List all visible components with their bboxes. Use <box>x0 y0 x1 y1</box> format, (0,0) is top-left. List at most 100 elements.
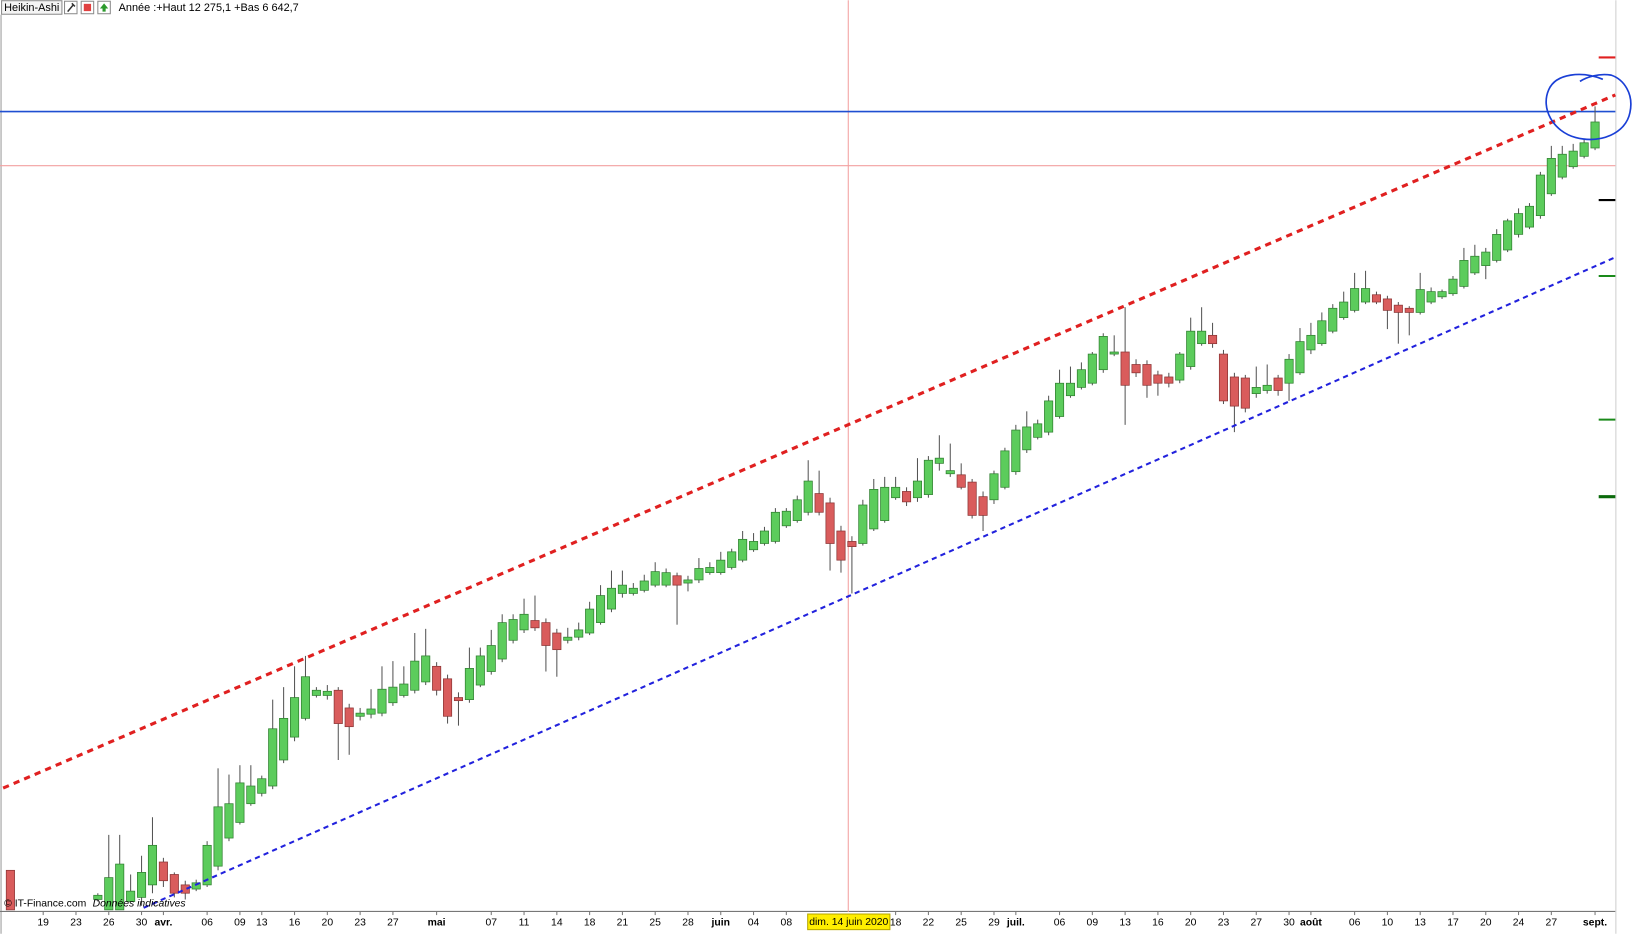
candle-body <box>290 697 300 738</box>
candle-body <box>923 459 933 495</box>
candle-body <box>792 499 802 521</box>
crosshair-label: dim. 14 juin 2020 <box>809 917 888 928</box>
candle-body <box>1382 298 1392 311</box>
x-tick-label: 10 <box>1382 918 1394 929</box>
candle-body <box>781 510 791 527</box>
x-tick-label: 27 <box>1250 918 1262 929</box>
candle-body <box>1568 150 1578 168</box>
candle-body <box>836 530 846 561</box>
candle-body <box>421 655 431 683</box>
lower-trend-line <box>143 256 1616 909</box>
candle-body <box>1087 353 1097 384</box>
candle-body <box>1197 330 1207 345</box>
candle-body <box>683 579 693 584</box>
candle-body <box>1131 364 1141 374</box>
candle-body <box>956 474 966 488</box>
x-tick-label: avr. <box>154 918 172 929</box>
candle-body <box>716 559 726 574</box>
x-tick-label: 24 <box>1513 918 1525 929</box>
candle-body <box>902 491 912 503</box>
crosshair-label-box <box>807 913 891 931</box>
candle-body <box>377 688 387 714</box>
candle-body <box>180 884 190 894</box>
candle-body <box>126 890 136 902</box>
candle-body <box>202 844 212 886</box>
candle-body <box>1404 307 1414 313</box>
candle-body <box>945 470 955 475</box>
candle-body <box>639 580 649 591</box>
candle-body <box>115 863 125 911</box>
candle-body <box>661 572 671 586</box>
candle-body <box>967 481 977 516</box>
candle-body <box>1186 330 1196 367</box>
x-tick-label: 27 <box>1546 918 1558 929</box>
x-tick-label: sept. <box>1583 918 1607 929</box>
remove-glyph <box>83 3 92 12</box>
candle-body <box>1098 336 1108 371</box>
candle-body <box>694 568 704 581</box>
candle-body <box>279 717 289 761</box>
candle-body <box>770 511 780 542</box>
candle-body <box>235 782 245 823</box>
candle-body <box>1470 255 1480 274</box>
x-tick-label: 25 <box>649 918 661 929</box>
candle-body <box>1109 351 1119 355</box>
candle-body <box>1546 158 1556 195</box>
candle-body <box>989 473 999 501</box>
candle-body <box>1503 220 1513 251</box>
candle-body <box>322 690 332 696</box>
x-tick-label: 30 <box>136 918 148 929</box>
candle-body <box>1208 334 1218 345</box>
candle-body <box>333 689 343 724</box>
candle-body <box>1076 369 1086 388</box>
candle-body <box>803 480 813 513</box>
candle-body <box>1306 334 1316 351</box>
x-tick-label: juin <box>711 918 730 929</box>
candle-body <box>453 697 464 702</box>
candle-body <box>934 457 944 464</box>
x-tick-label: mai <box>428 918 446 929</box>
candle-body <box>1251 387 1261 394</box>
candle-body <box>93 894 103 900</box>
x-tick-label: août <box>1300 918 1322 929</box>
candle-body <box>1535 174 1545 217</box>
x-tick-label: 28 <box>682 918 694 929</box>
x-tick-label: 23 <box>354 918 366 929</box>
candle-body <box>749 541 759 551</box>
candle-body <box>1514 213 1524 235</box>
candle-body <box>388 686 398 704</box>
candle-body <box>1229 376 1239 407</box>
candle-body <box>399 683 409 696</box>
candle-body <box>1273 377 1283 391</box>
title-box <box>1 0 63 15</box>
x-tick-label: 09 <box>1087 918 1099 929</box>
candle-body <box>311 689 321 696</box>
candle-body <box>1448 278 1458 295</box>
candle-body <box>1371 294 1382 303</box>
candle-body <box>497 622 507 660</box>
candle-body <box>1262 384 1272 391</box>
x-tick-label: 18 <box>584 918 596 929</box>
candle-body <box>606 587 617 610</box>
candle-body <box>541 622 551 646</box>
candle-body <box>257 778 267 794</box>
x-tick-label: 22 <box>923 918 935 929</box>
candle-body <box>1284 358 1294 384</box>
candle-body <box>1218 353 1229 402</box>
candle-body <box>137 872 147 898</box>
candle-body <box>1393 304 1403 313</box>
candle-body <box>224 803 234 839</box>
candle-body <box>410 660 420 691</box>
candle-body <box>738 538 748 561</box>
candle-body <box>158 861 168 882</box>
toolbar-icons[interactable] <box>64 0 111 15</box>
x-tick-label: 04 <box>748 918 760 929</box>
candle-body <box>759 530 770 544</box>
x-tick-label: 06 <box>201 918 213 929</box>
candle-body <box>104 877 114 911</box>
candle-body <box>672 575 682 586</box>
candle-body <box>147 844 158 886</box>
candle-body <box>574 629 584 638</box>
